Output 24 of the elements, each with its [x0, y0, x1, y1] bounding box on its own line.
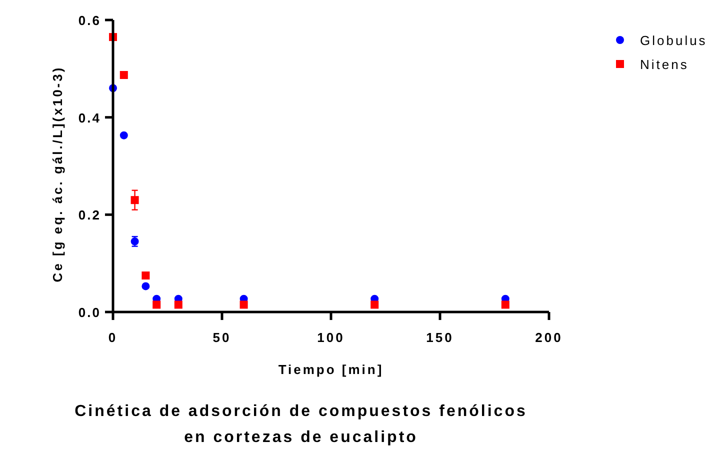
- point: [142, 272, 150, 280]
- point: [174, 300, 182, 309]
- point: [120, 131, 128, 140]
- y-tick-label: 0.6: [78, 13, 101, 28]
- point: [152, 300, 161, 309]
- x-tick-label: 0: [108, 330, 118, 345]
- point: [240, 300, 248, 309]
- x-axis-title: Tiempo [min]: [278, 362, 384, 377]
- point: [142, 282, 150, 290]
- x-tick-label: 200: [535, 330, 563, 345]
- point: [130, 196, 139, 204]
- legend-label: Nitens: [640, 57, 689, 72]
- x-tick-label: 150: [426, 330, 454, 345]
- y-tick-label: 0.4: [78, 110, 101, 126]
- point: [120, 70, 128, 79]
- legend-label: Globulus: [640, 33, 708, 48]
- y-axis-title: Ce [g eq. ác. gál./L](x10-3): [50, 66, 65, 282]
- x-tick-label: 100: [317, 330, 345, 345]
- point: [501, 300, 510, 309]
- x-tick-label: 50: [212, 330, 232, 345]
- y-tick-label: 0.0: [78, 305, 101, 320]
- text: Cinética de adsorción de compuestos fenólicos en cortezas de eucalipto: [74, 403, 528, 446]
- y-tick-label: 0.2: [78, 208, 101, 223]
- point: [370, 300, 379, 309]
